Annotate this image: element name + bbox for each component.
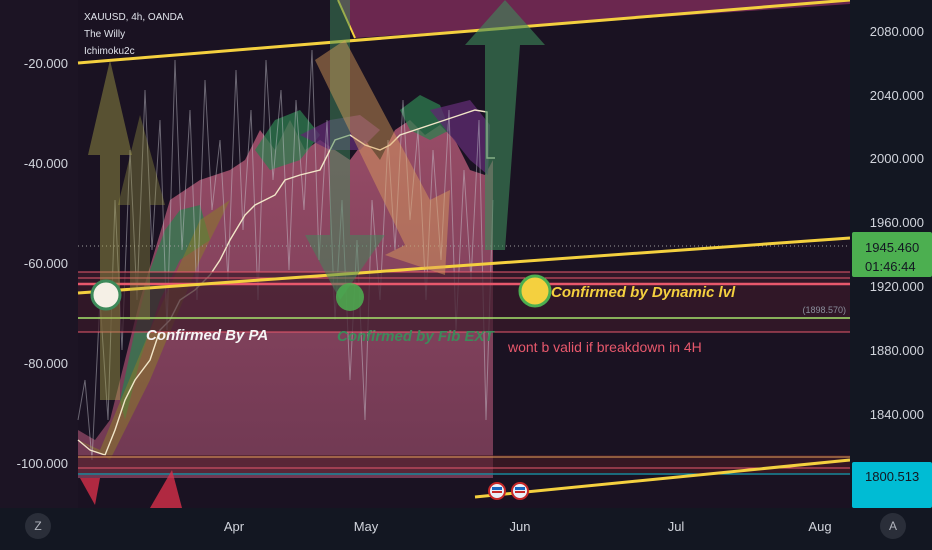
left-axis[interactable]: -20.000 -40.000 -60.000 -80.000 -100.000 — [17, 56, 68, 471]
trendline-middle — [77, 236, 851, 295]
auto-scale-left-button[interactable]: Z — [25, 513, 51, 539]
confirm-circle-dynamic[interactable] — [518, 274, 552, 308]
lower-zone — [78, 455, 850, 475]
right-tick: 2080.000 — [870, 24, 924, 39]
month-tick: Aug — [808, 519, 831, 534]
indicator-willy[interactable]: The Willy — [84, 29, 125, 40]
level-zone — [78, 272, 850, 332]
red-cone-2 — [150, 470, 182, 508]
confirm-circle-pa[interactable] — [90, 279, 122, 311]
left-tick: -80.000 — [24, 356, 68, 371]
left-tick: -100.000 — [17, 456, 68, 471]
arrow-up-green — [465, 0, 545, 250]
left-tick: -40.000 — [24, 156, 68, 171]
month-tick: Jul — [668, 519, 685, 534]
month-tick: Apr — [224, 519, 245, 534]
red-cone-1 — [80, 478, 100, 505]
label-confirmed-dynamic: Confirmed by Dynamic lvl — [551, 284, 736, 301]
label-confirmed-fib: Confirmed by Fib EXT — [337, 328, 496, 345]
label-confirmed-pa: Confirmed By PA — [146, 327, 268, 344]
auto-scale-right-button[interactable]: A — [880, 513, 906, 539]
right-tick: 2040.000 — [870, 88, 924, 103]
right-tick: 1960.000 — [870, 215, 924, 230]
right-tick: 2000.000 — [870, 151, 924, 166]
event-flag-2[interactable] — [511, 482, 529, 500]
low-price-value: 1800.513 — [865, 469, 919, 484]
arrow-up-olive — [88, 60, 132, 400]
indicator-ichimoku[interactable]: Ichimoku2c — [84, 46, 135, 57]
event-flag-1[interactable] — [488, 482, 506, 500]
arrow-up-olive-2 — [118, 115, 165, 320]
left-tick: -60.000 — [24, 256, 68, 271]
level-value-label: (1898.570) — [802, 305, 846, 315]
time-axis-background — [0, 508, 932, 550]
symbol-title[interactable]: XAUUSD, 4h, OANDA — [84, 12, 184, 23]
month-tick: May — [354, 519, 379, 534]
right-axis[interactable]: 2080.000 2040.000 2000.000 1960.000 1920… — [870, 24, 924, 422]
month-tick: Jun — [510, 519, 531, 534]
arrow-down-green — [305, 0, 385, 300]
trendline-lower — [474, 458, 851, 499]
right-tick: 1880.000 — [870, 343, 924, 358]
label-wont-valid: wont b valid if breakdown in 4H — [507, 339, 702, 355]
right-tick: 1840.000 — [870, 407, 924, 422]
current-price-badge: 1945.460 01:46:44 — [852, 232, 932, 277]
trendline-upper — [77, 0, 851, 65]
time-axis[interactable]: Apr May Jun Jul Aug — [224, 519, 832, 534]
ichimoku-baseline — [77, 109, 495, 456]
confirm-circle-fib[interactable] — [336, 283, 364, 311]
current-price-value: 1945.460 — [865, 240, 919, 255]
countdown-value: 01:46:44 — [865, 259, 916, 274]
left-tick: -20.000 — [24, 56, 68, 71]
low-price-badge: 1800.513 — [852, 462, 932, 508]
arrow-down-orange — [315, 40, 450, 275]
right-tick: 1920.000 — [870, 279, 924, 294]
